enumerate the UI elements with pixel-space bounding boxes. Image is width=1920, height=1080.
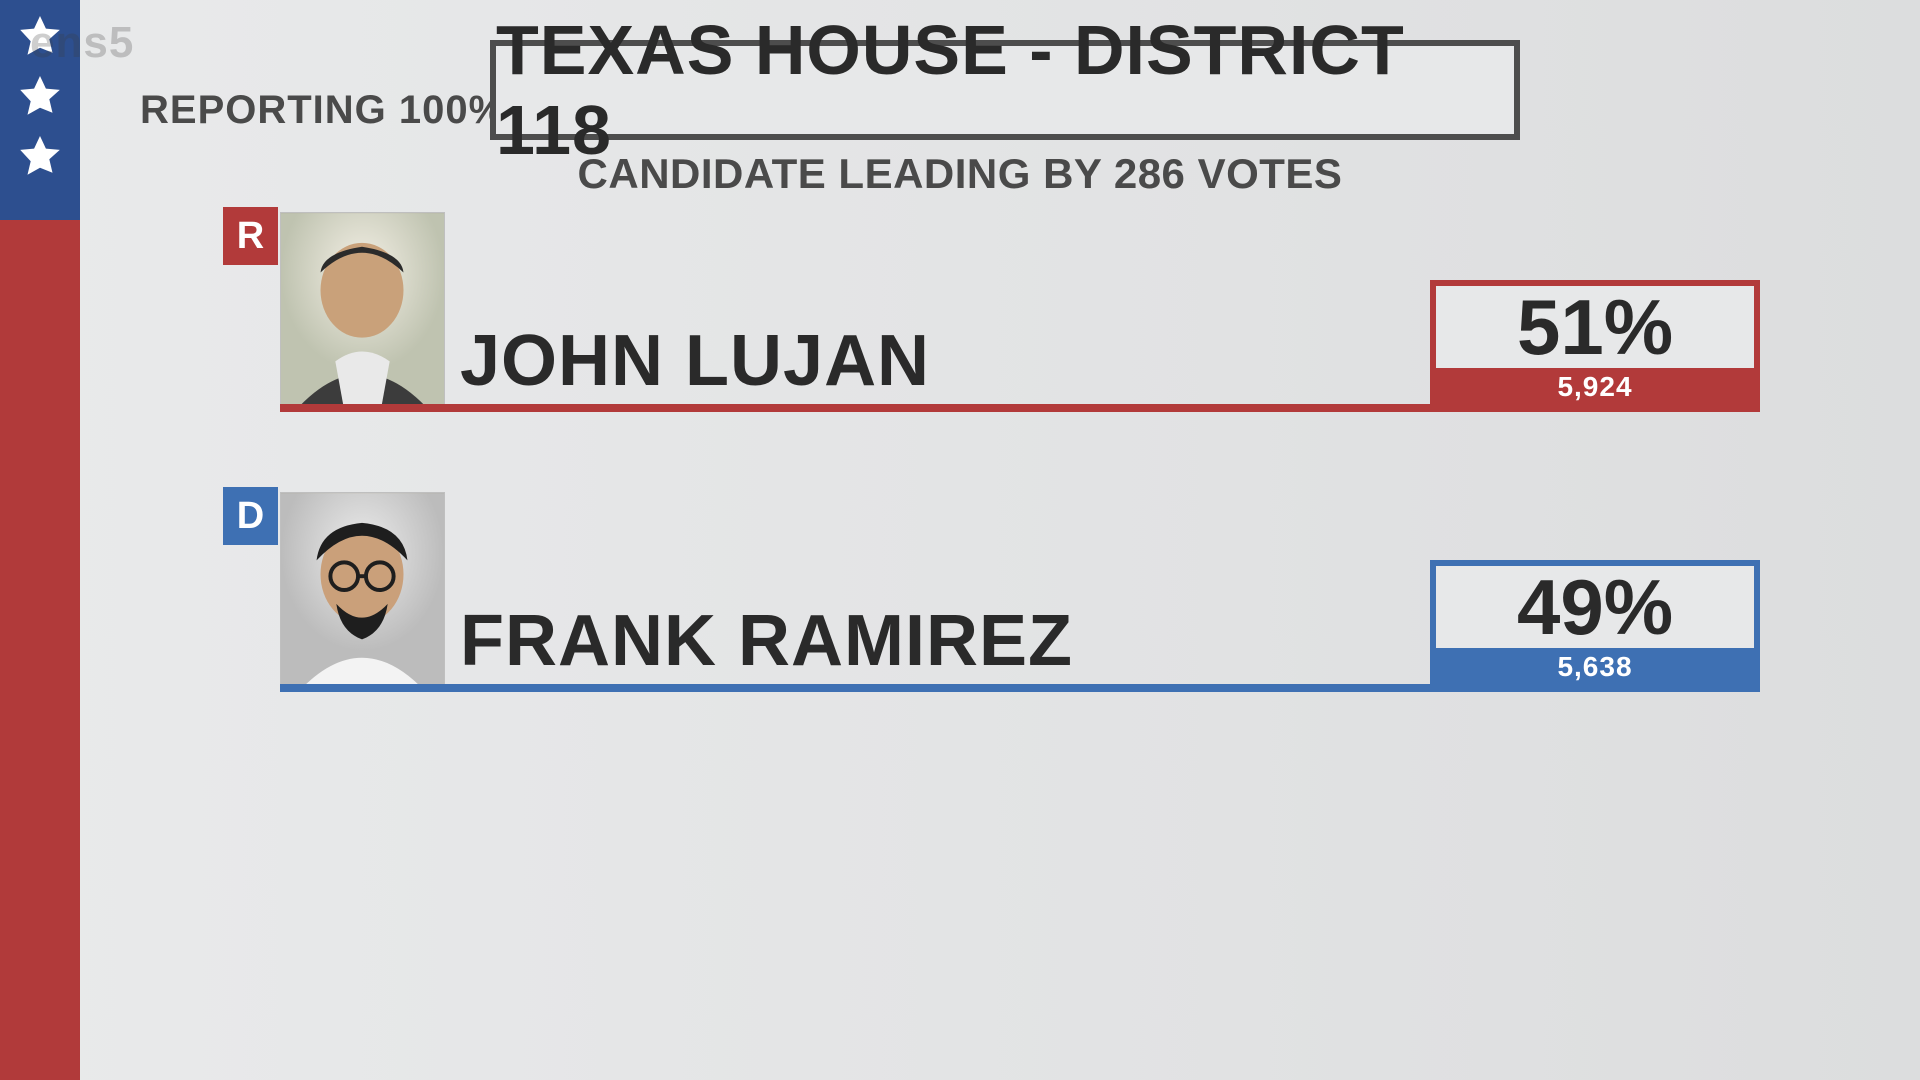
flag-red-stripe <box>0 220 80 1080</box>
result-box: 49% 5,638 <box>1430 560 1760 692</box>
party-badge-d: D <box>223 487 278 545</box>
candidate-name: FRANK RAMIREZ <box>460 600 1073 682</box>
person-icon <box>281 213 444 411</box>
race-title-box: TEXAS HOUSE - DISTRICT 118 <box>490 40 1520 140</box>
result-percent: 49% <box>1436 566 1754 648</box>
result-votes: 5,924 <box>1436 368 1754 406</box>
race-title-text: TEXAS HOUSE - DISTRICT 118 <box>496 10 1514 170</box>
reporting-label: REPORTING 100% <box>140 88 505 133</box>
candidate-photo <box>280 212 445 412</box>
candidate-row: R JOHN LUJAN 51% 5,924 <box>280 212 1760 412</box>
race-subtitle: CANDIDATE LEADING BY 286 VOTES <box>0 150 1920 198</box>
result-box: 51% 5,924 <box>1430 280 1760 412</box>
person-icon <box>281 493 444 691</box>
candidate-name: JOHN LUJAN <box>460 320 930 402</box>
result-percent: 51% <box>1436 286 1754 368</box>
party-badge-r: R <box>223 207 278 265</box>
star-icon <box>16 72 64 120</box>
candidate-photo <box>280 492 445 692</box>
result-votes: 5,638 <box>1436 648 1754 686</box>
candidate-row: D FRANK RAMIREZ 49% 5,638 <box>280 492 1760 692</box>
station-watermark: ens5 <box>30 18 134 68</box>
